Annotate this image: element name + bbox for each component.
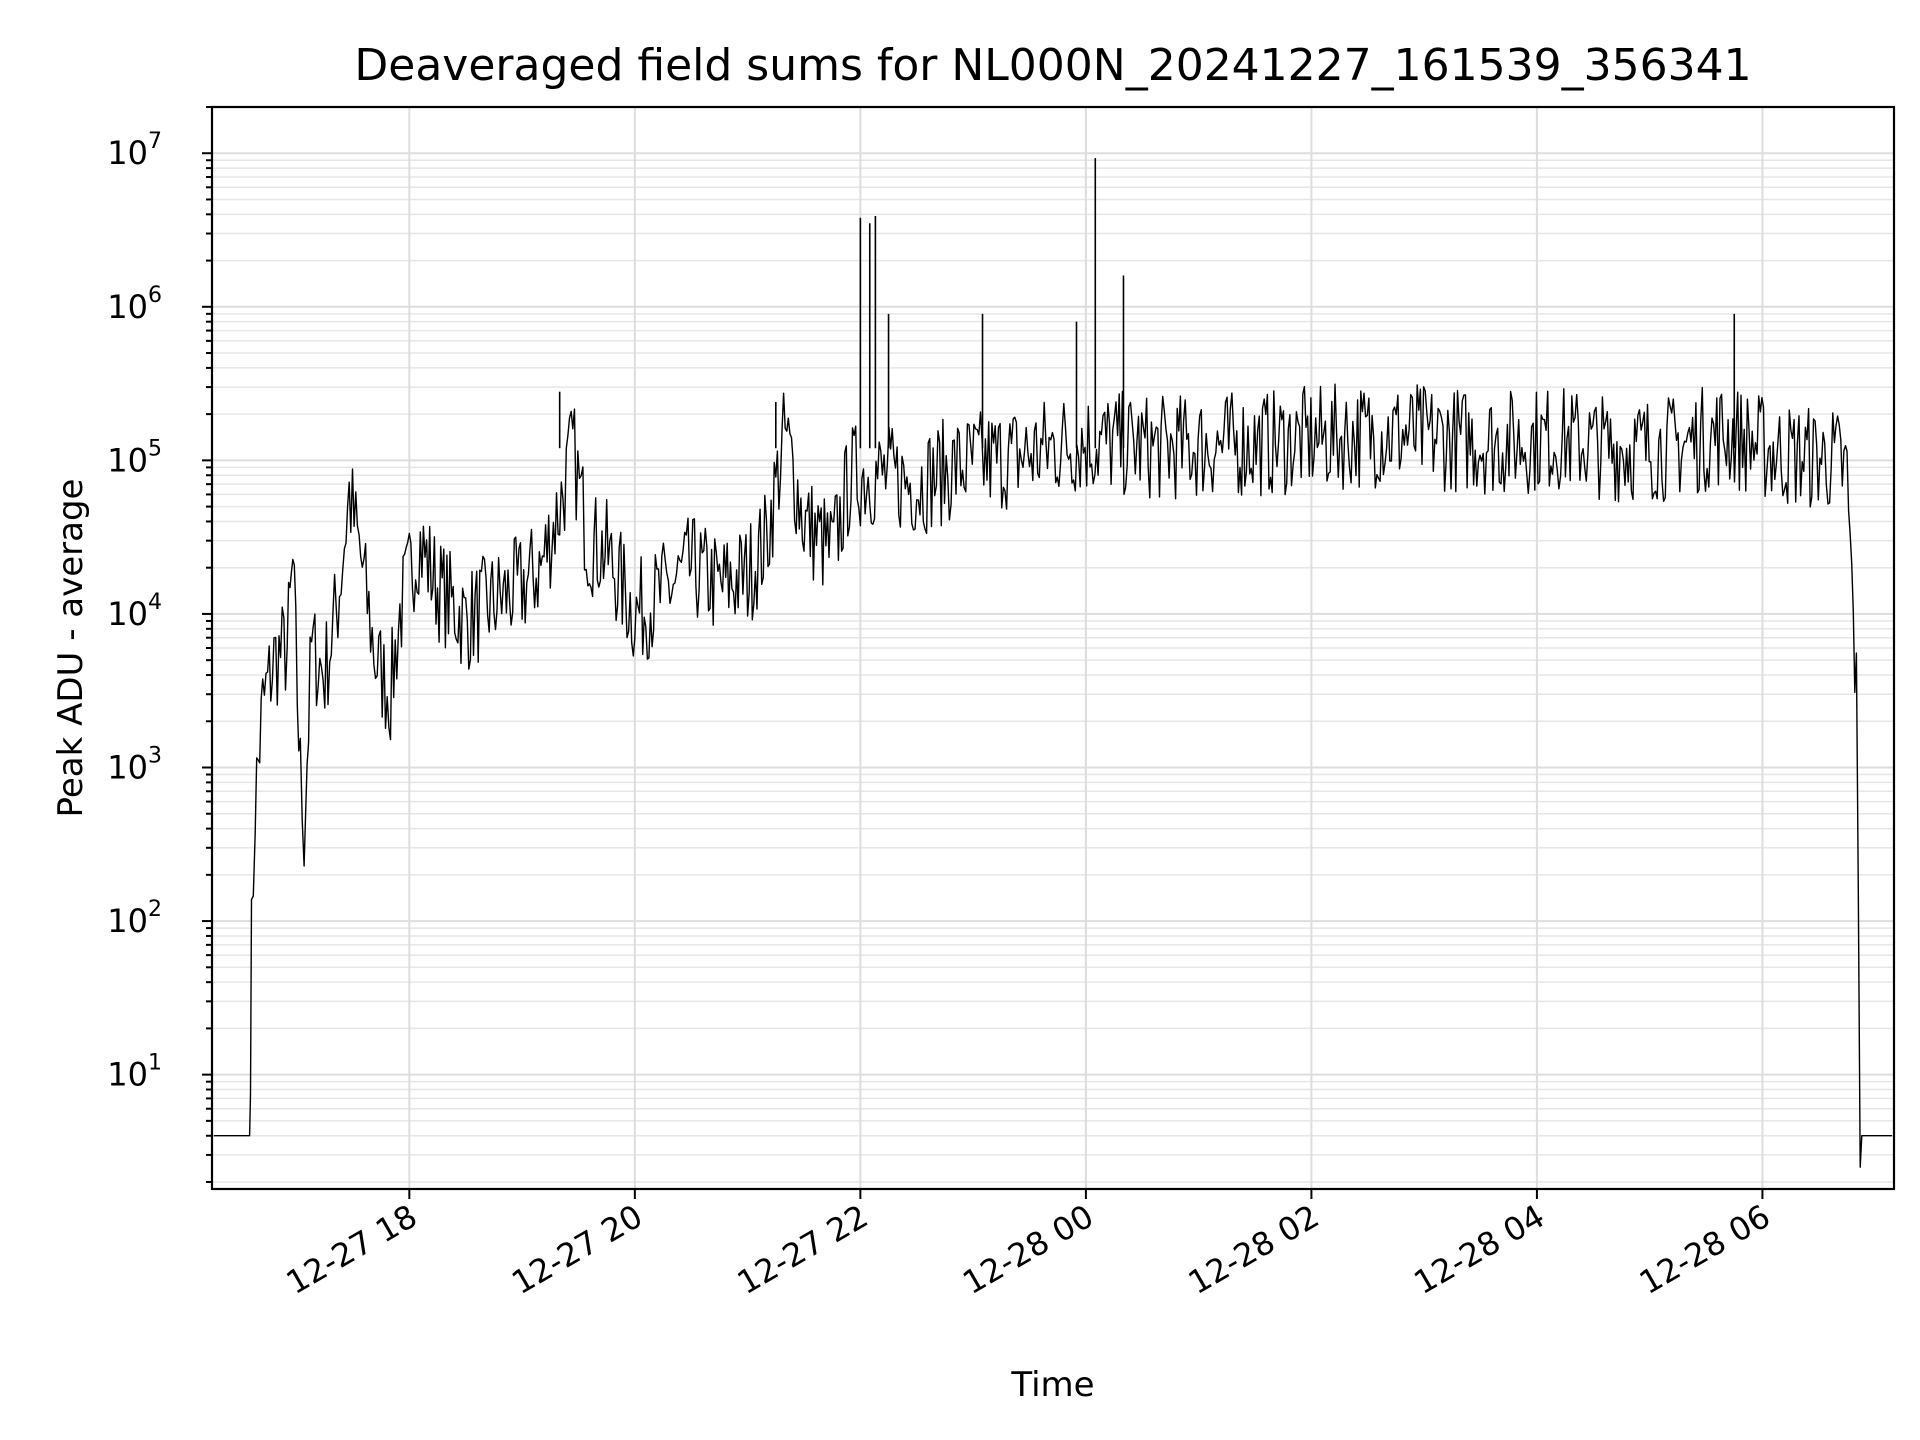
- x-tick-label: 12-28 04: [1407, 1197, 1551, 1302]
- chart-title: Deaveraged field sums for NL000N_2024122…: [354, 40, 1751, 91]
- x-tick-label: 12-28 00: [956, 1197, 1100, 1302]
- x-axis-label: Time: [1010, 1365, 1094, 1405]
- x-tick-label: 12-27 20: [505, 1197, 649, 1302]
- grid: [212, 106, 1894, 1189]
- y-tick-label: 107: [107, 129, 162, 172]
- y-axis-label: Peak ADU - average: [51, 479, 91, 818]
- x-tick-label: 12-27 18: [280, 1197, 424, 1302]
- x-tick-label: 12-28 02: [1182, 1197, 1326, 1302]
- y-tick-label: 101: [107, 1051, 162, 1094]
- y-tick-label: 105: [107, 436, 162, 479]
- y-tick-label: 104: [107, 590, 162, 633]
- y-tick-label: 103: [107, 743, 162, 786]
- y-tick-label: 106: [107, 283, 162, 326]
- axis-ticks: 101 102 103 104 105 106 107 12-27 18 12-27 20 12-…: [107, 106, 1777, 1302]
- x-tick-label: 12-27 22: [731, 1197, 875, 1302]
- y-tick-label: 102: [107, 897, 162, 940]
- series-line: [213, 383, 1893, 1168]
- x-tick-label: 12-28 06: [1633, 1197, 1777, 1302]
- spike-series: [558, 158, 1736, 449]
